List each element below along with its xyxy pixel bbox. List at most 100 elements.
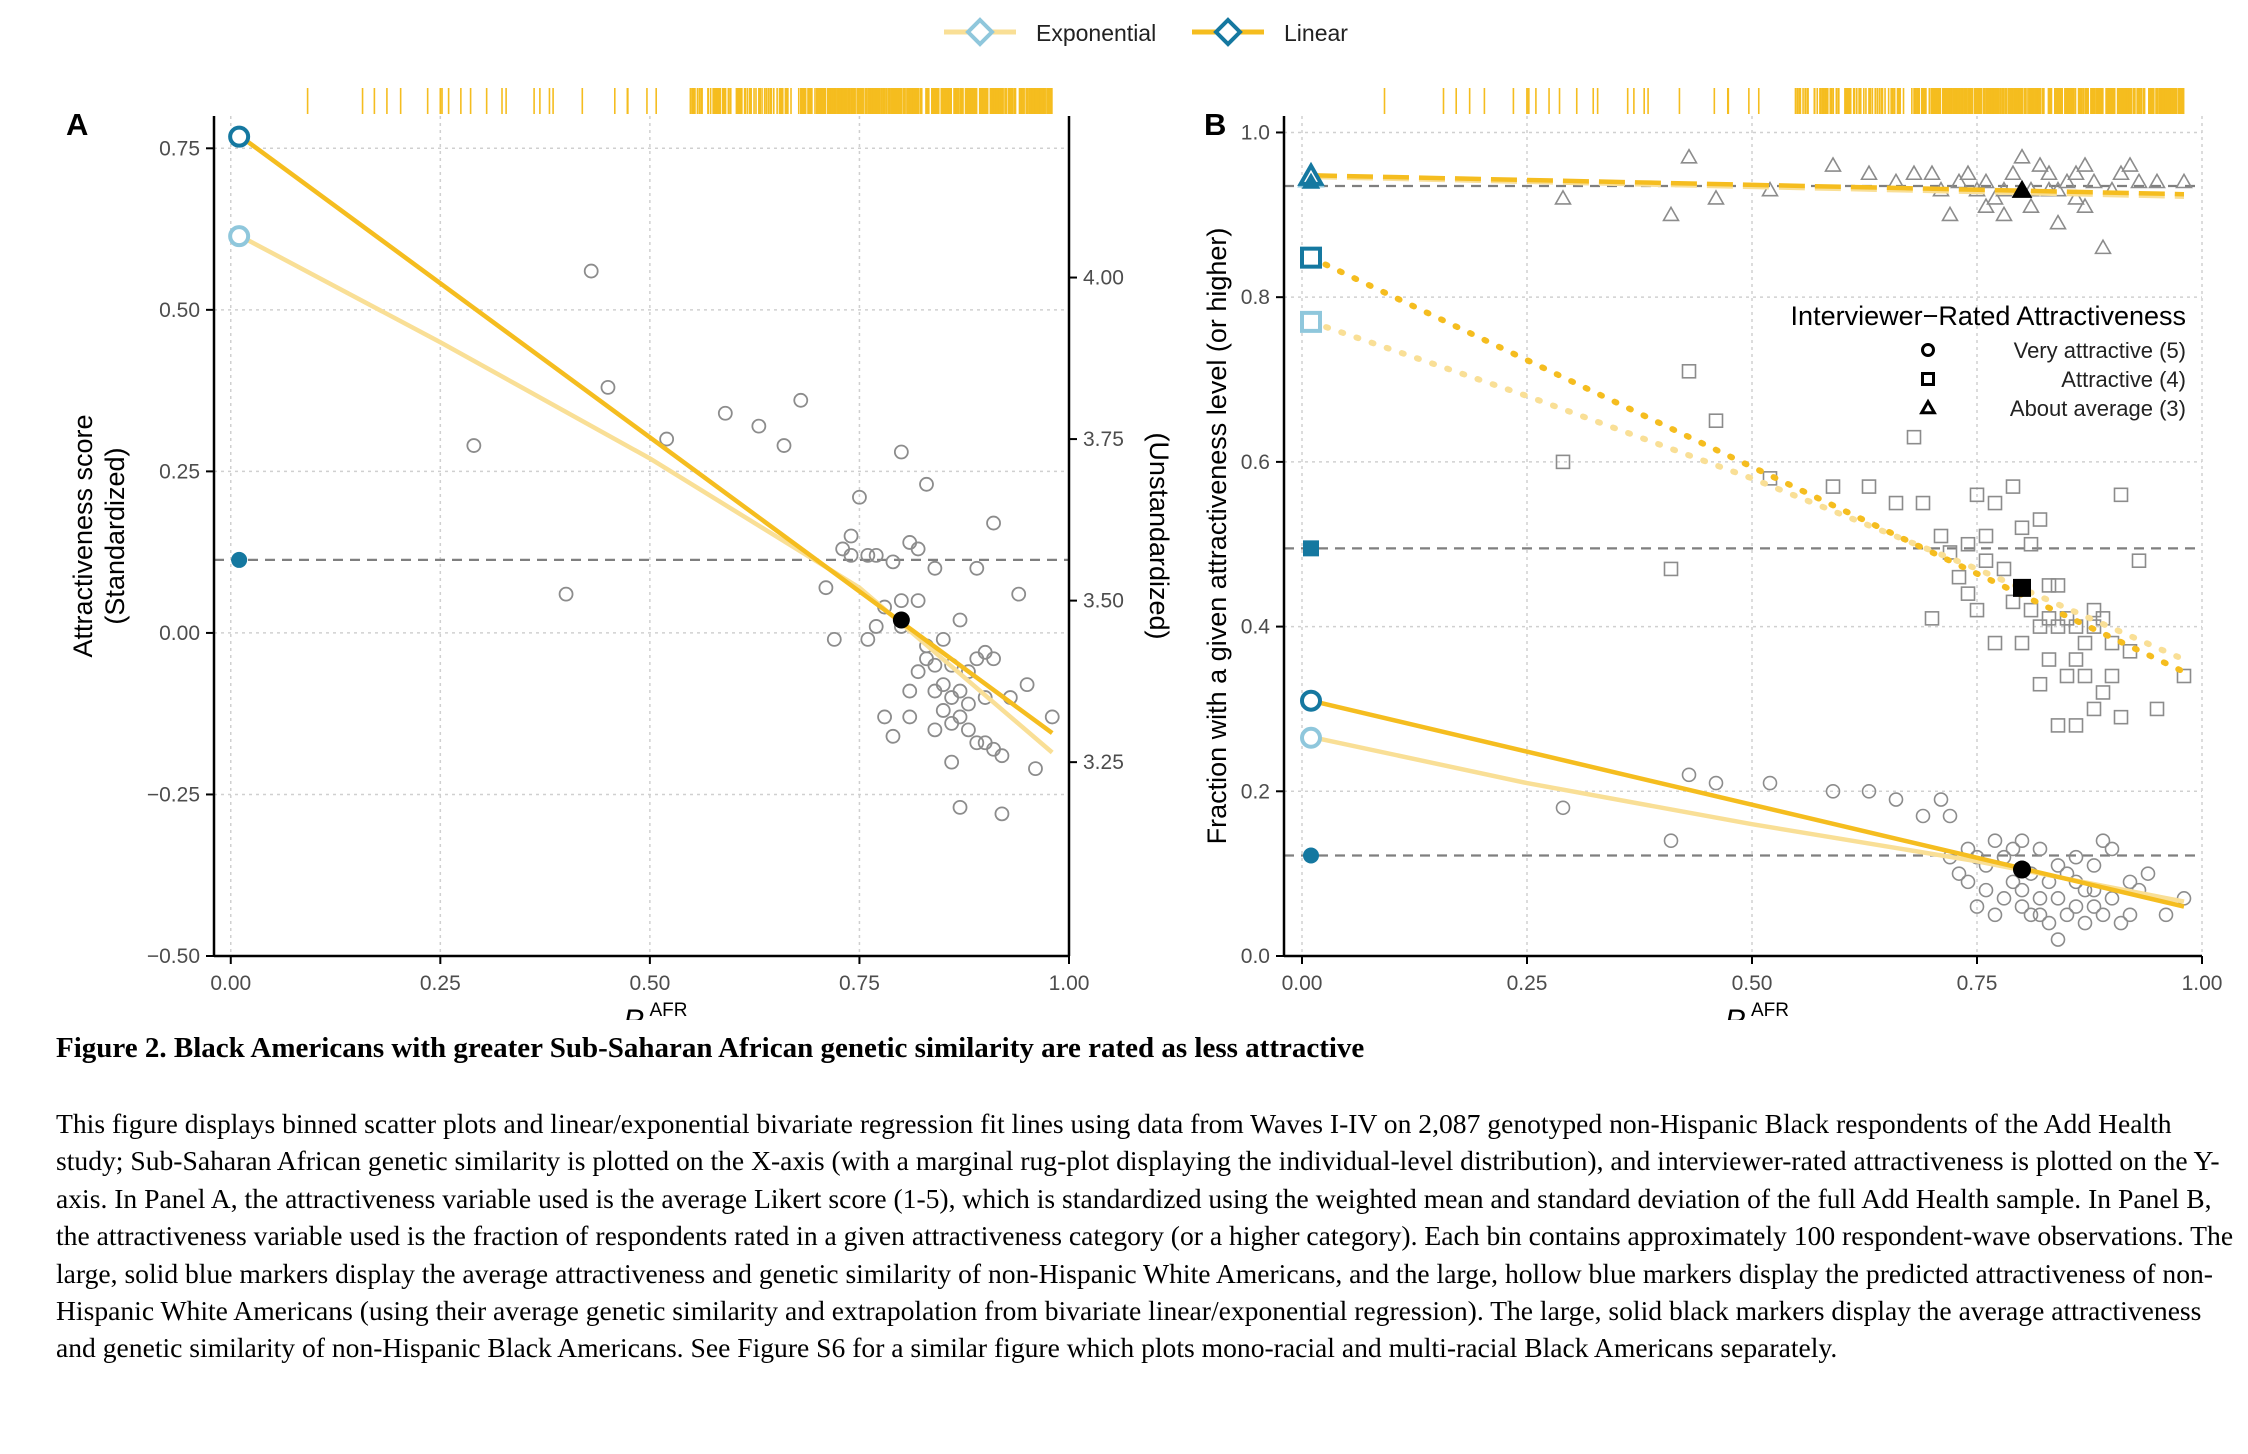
bin-point: [1960, 874, 1976, 890]
exponential-fit-line: [238, 233, 1054, 755]
bin-point: [893, 444, 909, 460]
bin-point: [2077, 635, 2093, 651]
bin-point: [1915, 808, 1931, 824]
white-predicted-linear-marker: [1300, 689, 1322, 712]
bin-point: [969, 560, 985, 576]
bin-point: [1824, 156, 1842, 172]
bin-point: [860, 631, 876, 647]
x-tick-label: 0.25: [420, 972, 461, 995]
white-mean-marker: [231, 551, 248, 568]
bin-point: [717, 405, 733, 421]
attractiveness-legend-title: Interviewer−Rated Attractiveness: [1791, 301, 2186, 331]
bin-point: [2040, 164, 2058, 181]
bin-point: [1861, 479, 1877, 494]
bin-point: [2058, 172, 2076, 189]
y-tick-label: 0.00: [159, 622, 200, 645]
x-tick-label: 0.50: [629, 972, 670, 995]
bin-point: [2068, 899, 2084, 914]
bin-point: [843, 547, 859, 563]
bin-point: [944, 754, 960, 770]
x-axis-label: P: [1725, 1004, 1745, 1020]
bin-point: [2121, 156, 2139, 172]
bin-point: [2050, 578, 2066, 593]
bin-point: [776, 438, 792, 453]
bin-point: [977, 690, 993, 705]
bin-point: [969, 735, 985, 751]
right-y-tick-label: 3.25: [1083, 751, 1124, 774]
bin-point: [2013, 148, 2031, 164]
bin-point: [2140, 866, 2156, 881]
bin-point: [2014, 520, 2030, 536]
y-tick-label: 0.8: [1241, 286, 1270, 309]
white-predicted-exponential-marker: [1300, 310, 1322, 333]
bin-point: [2005, 479, 2021, 494]
bin-point: [1969, 899, 1985, 914]
bin-point: [2004, 164, 2022, 181]
bin-point: [2050, 858, 2066, 873]
linear-fit-line: [237, 133, 1054, 735]
x-axis-label-superscript: AFR: [1751, 1000, 1789, 1020]
right-y-tick-label: 3.75: [1083, 428, 1124, 451]
y-tick-label: 0.4: [1241, 616, 1271, 639]
y-tick-label: 0.0: [1241, 945, 1270, 968]
white-predicted-linear-marker: [228, 125, 251, 148]
bin-point: [1987, 635, 2003, 651]
bin-point: [944, 690, 960, 705]
bin-point: [1978, 528, 1994, 544]
white-mean-marker: [1301, 172, 1321, 189]
bin-point: [1906, 429, 1922, 445]
right-y-axis-label: (Unstandardized): [1144, 432, 1174, 639]
bin-point: [2077, 668, 2093, 684]
bin-point: [1960, 536, 1976, 552]
bin-point: [1663, 561, 1679, 577]
bin-point: [2031, 156, 2049, 172]
bin-point: [1969, 602, 1985, 618]
bin-point: [2122, 874, 2138, 890]
bin-point: [1708, 775, 1724, 791]
bin-point: [2077, 915, 2093, 931]
white-predicted-exponential-marker: [1300, 726, 1322, 749]
bin-point: [1860, 164, 1878, 181]
x-axis-label-superscript: AFR: [650, 1000, 688, 1020]
bin-point: [1019, 677, 1035, 693]
bin-point: [1986, 189, 2004, 205]
bin-point: [852, 489, 867, 505]
bin-point: [2014, 899, 2030, 914]
y-tick-label: 0.50: [159, 299, 200, 322]
x-tick-label: 0.50: [1732, 972, 1773, 995]
bin-point: [2175, 172, 2193, 189]
bin-point: [1996, 891, 2012, 906]
bin-point: [2022, 197, 2040, 213]
bin-point: [860, 547, 876, 563]
bin-point: [1888, 792, 1904, 807]
bin-point: [2112, 164, 2130, 181]
bin-point: [2067, 164, 2085, 181]
bin-point: [977, 644, 993, 660]
panel-label-b: B: [1204, 107, 1226, 142]
bin-point: [1681, 767, 1697, 783]
figure-2-chart: Exponential Linear −0.50 −0.25 0.00 0.25 0.5…: [66, 17, 2222, 1020]
bin-point: [994, 748, 1010, 764]
bin-point: [2049, 213, 2067, 230]
bin-point: [1977, 197, 1995, 213]
bin-point: [1707, 189, 1725, 205]
bin-point: [1995, 205, 2013, 222]
bin-point: [927, 683, 943, 699]
black-mean-marker: [892, 611, 910, 629]
y-axis-label-sub: (Standardized): [100, 447, 130, 624]
legend-exponential-key: [944, 17, 1016, 47]
bin-point: [919, 476, 934, 492]
attractiveness-legend-item: Attractive (4): [2061, 367, 2186, 392]
y-tick-label: 0.2: [1241, 780, 1270, 803]
bin-point: [466, 438, 482, 453]
bin-point: [986, 515, 1001, 531]
bin-point: [986, 741, 1001, 757]
legend-exponential-label: Exponential: [1036, 20, 1156, 46]
bin-point: [2067, 189, 2085, 205]
bin-point: [986, 651, 1001, 667]
bin-point: [1028, 761, 1043, 777]
bin-point: [2023, 602, 2039, 618]
bin-point: [935, 631, 951, 647]
bin-point: [2095, 907, 2111, 923]
bin-point: [1951, 569, 1967, 585]
